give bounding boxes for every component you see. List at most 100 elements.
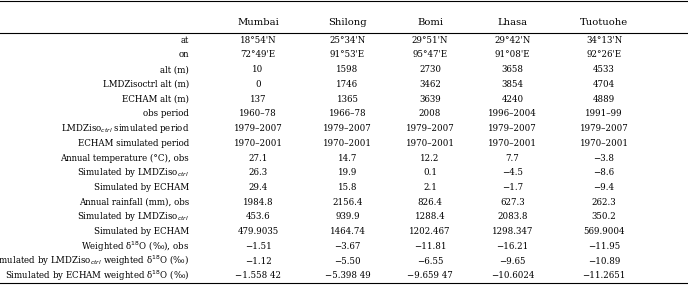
Text: 939.9: 939.9 xyxy=(335,212,360,221)
Text: −11.2651: −11.2651 xyxy=(582,271,626,280)
Text: Simulated by ECHAM: Simulated by ECHAM xyxy=(94,227,189,236)
Text: −10.89: −10.89 xyxy=(588,257,621,266)
Text: 2156.4: 2156.4 xyxy=(332,198,363,207)
Text: −1.12: −1.12 xyxy=(245,257,271,266)
Text: Simulated by ECHAM weighted δ$^{18}$O (‰): Simulated by ECHAM weighted δ$^{18}$O (‰… xyxy=(5,269,189,283)
Text: Annual rainfall (mm), obs: Annual rainfall (mm), obs xyxy=(79,198,189,207)
Text: ECHAM alt (m): ECHAM alt (m) xyxy=(122,95,189,104)
Text: 91°53'E: 91°53'E xyxy=(330,50,365,59)
Text: 4240: 4240 xyxy=(502,95,524,104)
Text: 1966–78: 1966–78 xyxy=(329,109,366,118)
Text: 1960–78: 1960–78 xyxy=(239,109,277,118)
Text: Simulated by ECHAM: Simulated by ECHAM xyxy=(94,183,189,192)
Text: Annual temperature (°C), obs: Annual temperature (°C), obs xyxy=(61,154,189,162)
Text: −5.398 49: −5.398 49 xyxy=(325,271,370,280)
Text: −4.5: −4.5 xyxy=(502,168,523,177)
Text: 0.1: 0.1 xyxy=(423,168,437,177)
Text: 453.6: 453.6 xyxy=(246,212,270,221)
Text: Weighted δ$^{18}$O (‰), obs: Weighted δ$^{18}$O (‰), obs xyxy=(81,239,189,253)
Text: 72°49'E: 72°49'E xyxy=(240,50,276,59)
Text: −5.50: −5.50 xyxy=(334,257,361,266)
Text: obs period: obs period xyxy=(143,109,189,118)
Text: 2008: 2008 xyxy=(419,109,441,118)
Text: 1970–2001: 1970–2001 xyxy=(233,139,283,148)
Text: 1979–2007: 1979–2007 xyxy=(488,124,537,133)
Text: −8.6: −8.6 xyxy=(594,168,614,177)
Text: 1979–2007: 1979–2007 xyxy=(234,124,282,133)
Text: 2083.8: 2083.8 xyxy=(497,212,528,221)
Text: 3658: 3658 xyxy=(502,65,524,74)
Text: −16.21: −16.21 xyxy=(497,242,528,251)
Text: 137: 137 xyxy=(250,95,266,104)
Text: at: at xyxy=(181,36,189,45)
Text: 12.2: 12.2 xyxy=(420,154,440,162)
Text: 2730: 2730 xyxy=(419,65,441,74)
Text: 29°42'N: 29°42'N xyxy=(495,36,530,45)
Text: on: on xyxy=(179,50,189,59)
Text: 1298.347: 1298.347 xyxy=(492,227,533,236)
Text: LMDZiso$_{ctrl}$ simulated period: LMDZiso$_{ctrl}$ simulated period xyxy=(61,122,189,135)
Text: 479.9035: 479.9035 xyxy=(237,227,279,236)
Text: 1288.4: 1288.4 xyxy=(415,212,445,221)
Text: 19.9: 19.9 xyxy=(338,168,357,177)
Text: 95°47'E: 95°47'E xyxy=(412,50,448,59)
Text: 1598: 1598 xyxy=(336,65,358,74)
Text: 1970–2001: 1970–2001 xyxy=(323,139,372,148)
Text: 4889: 4889 xyxy=(593,95,615,104)
Text: 826.4: 826.4 xyxy=(418,198,442,207)
Text: 18°54'N: 18°54'N xyxy=(239,36,277,45)
Text: 3639: 3639 xyxy=(419,95,441,104)
Text: 1979–2007: 1979–2007 xyxy=(323,124,372,133)
Text: Bomi: Bomi xyxy=(417,18,443,27)
Text: 1365: 1365 xyxy=(336,95,358,104)
Text: 91°08'E: 91°08'E xyxy=(495,50,530,59)
Text: Tuotuohe: Tuotuohe xyxy=(580,18,628,27)
Text: 262.3: 262.3 xyxy=(592,198,616,207)
Text: 0: 0 xyxy=(255,80,261,89)
Text: −11.81: −11.81 xyxy=(413,242,447,251)
Text: 92°26'E: 92°26'E xyxy=(586,50,622,59)
Text: 1979–2007: 1979–2007 xyxy=(580,124,628,133)
Text: Simulated by LMDZiso$_{ctrl}$: Simulated by LMDZiso$_{ctrl}$ xyxy=(77,210,189,223)
Text: Simulated by LMDZiso$_{ctrl}$: Simulated by LMDZiso$_{ctrl}$ xyxy=(77,166,189,179)
Text: 14.7: 14.7 xyxy=(338,154,357,162)
Text: 4533: 4533 xyxy=(593,65,615,74)
Text: 1991–99: 1991–99 xyxy=(585,109,623,118)
Text: 29.4: 29.4 xyxy=(248,183,268,192)
Text: 3854: 3854 xyxy=(502,80,524,89)
Text: −3.67: −3.67 xyxy=(334,242,361,251)
Text: 26.3: 26.3 xyxy=(248,168,268,177)
Text: alt (m): alt (m) xyxy=(160,65,189,74)
Text: 1970–2001: 1970–2001 xyxy=(488,139,537,148)
Text: Simulated by LMDZiso$_{ctrl}$ weighted δ$^{18}$O (‰): Simulated by LMDZiso$_{ctrl}$ weighted δ… xyxy=(0,254,189,268)
Text: 7.7: 7.7 xyxy=(506,154,519,162)
Text: −11.95: −11.95 xyxy=(588,242,620,251)
Text: 2.1: 2.1 xyxy=(423,183,437,192)
Text: LMDZisoctrl alt (m): LMDZisoctrl alt (m) xyxy=(103,80,189,89)
Text: −9.65: −9.65 xyxy=(499,257,526,266)
Text: 1979–2007: 1979–2007 xyxy=(406,124,454,133)
Text: −6.55: −6.55 xyxy=(417,257,443,266)
Text: −9.4: −9.4 xyxy=(594,183,614,192)
Text: −3.8: −3.8 xyxy=(594,154,614,162)
Text: 1996–2004: 1996–2004 xyxy=(488,109,537,118)
Text: 1984.8: 1984.8 xyxy=(243,198,273,207)
Text: −10.6024: −10.6024 xyxy=(491,271,535,280)
Text: 1464.74: 1464.74 xyxy=(330,227,365,236)
Text: Mumbai: Mumbai xyxy=(237,18,279,27)
Text: 1970–2001: 1970–2001 xyxy=(405,139,455,148)
Text: 10: 10 xyxy=(252,65,264,74)
Text: 1970–2001: 1970–2001 xyxy=(579,139,629,148)
Text: ECHAM simulated period: ECHAM simulated period xyxy=(78,139,189,148)
Text: 1202.467: 1202.467 xyxy=(409,227,451,236)
Text: 29°51'N: 29°51'N xyxy=(411,36,449,45)
Text: −1.7: −1.7 xyxy=(502,183,523,192)
Text: Lhasa: Lhasa xyxy=(497,18,528,27)
Text: Shilong: Shilong xyxy=(328,18,367,27)
Text: −9.659 47: −9.659 47 xyxy=(407,271,453,280)
Text: 3462: 3462 xyxy=(419,80,441,89)
Text: 1746: 1746 xyxy=(336,80,358,89)
Text: 34°13'N: 34°13'N xyxy=(586,36,622,45)
Text: −1.51: −1.51 xyxy=(245,242,271,251)
Text: 25°34'N: 25°34'N xyxy=(330,36,365,45)
